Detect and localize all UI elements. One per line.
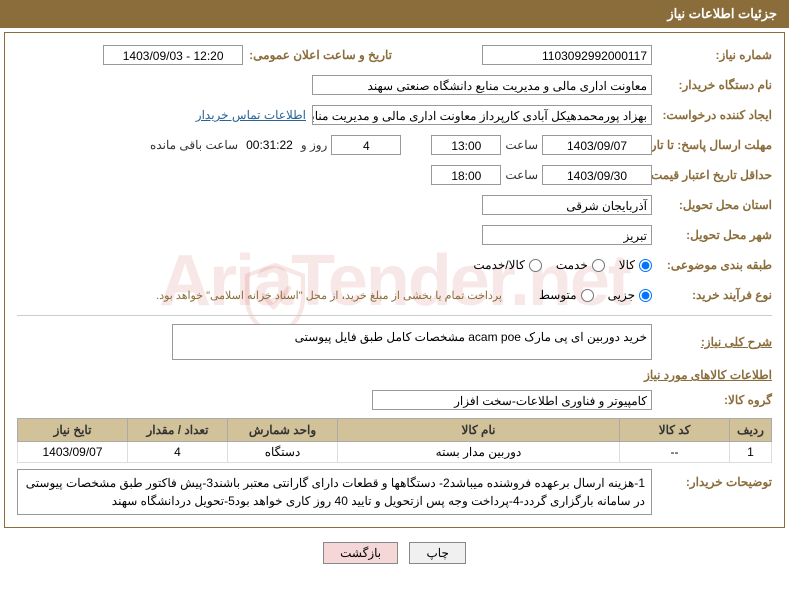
label-category: طبقه بندی موضوعی: xyxy=(652,258,772,272)
radio-minor[interactable]: جزیی xyxy=(608,288,652,302)
print-button[interactable]: چاپ xyxy=(409,542,465,564)
radio-minor-input[interactable] xyxy=(639,289,652,302)
field-goods-group: کامپیوتر و فناوری اطلاعات-سخت افزار xyxy=(372,390,652,410)
radio-goods[interactable]: کالا xyxy=(619,258,652,272)
td-date: 1403/09/07 xyxy=(18,442,128,463)
td-name: دوربین مدار بسته xyxy=(338,442,620,463)
main-form-box: شماره نیاز: 1103092992000117 تاریخ و ساع… xyxy=(4,32,785,528)
radio-goods-input[interactable] xyxy=(639,259,652,272)
radio-both-label: کالا/خدمت xyxy=(473,258,524,272)
radio-both[interactable]: کالا/خدمت xyxy=(473,258,541,272)
label-goods-group: گروه کالا: xyxy=(652,393,772,407)
back-button[interactable]: بازگشت xyxy=(323,542,398,564)
payment-note: پرداخت تمام یا بخشی از مبلغ خرید، از محل… xyxy=(156,289,502,302)
radio-medium[interactable]: متوسط xyxy=(539,288,594,302)
th-name: نام کالا xyxy=(338,419,620,442)
th-qty: تعداد / مقدار xyxy=(128,419,228,442)
label-validity: حداقل تاریخ اعتبار قیمت: تا تاریخ: xyxy=(652,168,772,182)
label-buyer-org: نام دستگاه خریدار: xyxy=(652,78,772,92)
label-purchase-type: نوع فرآیند خرید: xyxy=(652,288,772,302)
category-radio-group: کالا خدمت کالا/خدمت xyxy=(473,258,652,272)
field-province: آذربایجان شرقی xyxy=(482,195,652,215)
label-days-and: روز و xyxy=(297,138,332,152)
label-buyer-notes: توضیحات خریدار: xyxy=(652,469,772,489)
field-deadline-time: 13:00 xyxy=(431,135,501,155)
th-date: تایخ نیاز xyxy=(18,419,128,442)
divider-1 xyxy=(17,315,772,316)
radio-goods-label: کالا xyxy=(619,258,635,272)
field-buyer-org: معاونت اداری مالی و مدیریت منابع دانشگاه… xyxy=(312,75,652,95)
label-announce-dt: تاریخ و ساعت اعلان عمومی: xyxy=(243,48,392,62)
contact-buyer-link[interactable]: اطلاعات تماس خریدار xyxy=(196,108,306,122)
table-row: 1 -- دوربین مدار بسته دستگاه 4 1403/09/0… xyxy=(18,442,772,463)
field-remaining-days: 4 xyxy=(331,135,401,155)
field-validity-date: 1403/09/30 xyxy=(542,165,652,185)
field-deadline-date: 1403/09/07 xyxy=(542,135,652,155)
field-requester: بهزاد پورمحمدهیکل آبادی کارپرداز معاونت … xyxy=(312,105,652,125)
radio-service[interactable]: خدمت xyxy=(556,258,605,272)
td-code: -- xyxy=(620,442,730,463)
field-announce-dt: 1403/09/03 - 12:20 xyxy=(103,45,243,65)
radio-service-label: خدمت xyxy=(556,258,588,272)
label-hour2: ساعت xyxy=(501,168,542,182)
td-qty: 4 xyxy=(128,442,228,463)
field-remaining-hms: 00:31:22 xyxy=(242,138,297,152)
goods-table: ردیف کد کالا نام کالا واحد شمارش تعداد /… xyxy=(17,418,772,463)
label-requester: ایجاد کننده درخواست: xyxy=(652,108,772,122)
label-need-desc: شرح کلی نیاز: xyxy=(652,335,772,349)
th-code: کد کالا xyxy=(620,419,730,442)
label-remaining: ساعت باقی مانده xyxy=(146,138,242,152)
td-row-no: 1 xyxy=(730,442,772,463)
th-unit: واحد شمارش xyxy=(228,419,338,442)
label-province: استان محل تحویل: xyxy=(652,198,772,212)
radio-both-input[interactable] xyxy=(529,259,542,272)
table-header-row: ردیف کد کالا نام کالا واحد شمارش تعداد /… xyxy=(18,419,772,442)
radio-medium-input[interactable] xyxy=(581,289,594,302)
field-need-desc: خرید دوربین ای پی مارک acam poe مشخصات ک… xyxy=(172,324,652,360)
radio-minor-label: جزیی xyxy=(608,288,635,302)
button-row: چاپ بازگشت xyxy=(0,532,789,574)
label-city: شهر محل تحویل: xyxy=(652,228,772,242)
section-goods-info: اطلاعات کالاهای مورد نیاز xyxy=(17,368,772,382)
radio-medium-label: متوسط xyxy=(539,288,577,302)
radio-service-input[interactable] xyxy=(592,259,605,272)
field-city: تبریز xyxy=(482,225,652,245)
page-header: جزئیات اطلاعات نیاز xyxy=(0,0,789,28)
label-need-no: شماره نیاز: xyxy=(652,48,772,62)
label-deadline: مهلت ارسال پاسخ: تا تاریخ: xyxy=(652,138,772,152)
field-validity-time: 18:00 xyxy=(431,165,501,185)
td-unit: دستگاه xyxy=(228,442,338,463)
purchase-type-radio-group: جزیی متوسط xyxy=(502,288,652,302)
field-buyer-notes: 1-هزینه ارسال برعهده فروشنده میباشد2- دس… xyxy=(17,469,652,515)
th-row: ردیف xyxy=(730,419,772,442)
label-hour1: ساعت xyxy=(501,138,542,152)
field-need-no: 1103092992000117 xyxy=(482,45,652,65)
